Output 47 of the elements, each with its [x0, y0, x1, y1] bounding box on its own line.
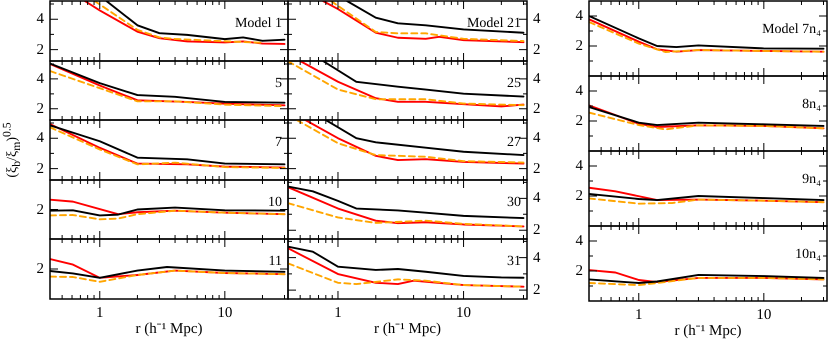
annotation: Model 21	[466, 16, 521, 31]
x-tick-label: 1	[333, 305, 343, 321]
y-tick-label: 2	[576, 113, 583, 129]
annotation: 8n₄	[802, 97, 821, 112]
y-tick-label: 2	[533, 100, 540, 117]
y-tick-label: 4	[36, 11, 44, 28]
annotation: Model 1	[234, 16, 282, 31]
y-tick-label: 2	[36, 42, 44, 58]
y-tick-label: 4	[533, 11, 540, 28]
y-tick-label: 4	[576, 8, 583, 24]
y-tick-label: 2	[533, 222, 540, 238]
x-tick-label: 10	[216, 305, 234, 321]
annotation: 7	[275, 135, 282, 150]
annotation: 10n₄	[795, 247, 821, 262]
y-tick-label: 4	[36, 130, 44, 146]
x-axis-title: r (h⁻¹ Mpc)	[674, 323, 742, 339]
y-tick-label: 2	[533, 42, 540, 58]
y-tick-label: 4	[576, 233, 583, 249]
annotation: 9n₄	[802, 172, 821, 187]
y-tick-label: 4	[533, 130, 540, 146]
x-tick-label: 10	[455, 305, 472, 321]
y-tick-label: 2	[576, 263, 583, 279]
y-tick-label: 2	[533, 282, 540, 298]
annotation: 31	[507, 254, 521, 269]
x-tick-label: 10	[755, 307, 772, 323]
x-tick-label: 1	[95, 305, 105, 321]
y-tick-label: 4	[576, 83, 583, 99]
annotation: 11	[268, 254, 282, 269]
y-tick-label: 2	[576, 188, 583, 204]
y-tick-label: 2	[36, 160, 44, 177]
annotation: Model 7n₄	[762, 22, 821, 37]
y-tick-label: 4	[533, 190, 540, 206]
annotation: 27	[507, 135, 521, 150]
y-tick-label: 4	[36, 70, 44, 87]
y-tick-label: 2	[36, 100, 44, 117]
x-axis-title: r (h⁻¹ Mpc)	[373, 321, 442, 337]
y-tick-label: 2	[533, 160, 540, 177]
y-tick-label: 4	[576, 158, 583, 174]
annotation: 10	[268, 195, 282, 210]
annotation: 5	[275, 76, 282, 91]
x-tick-label: 1	[634, 307, 644, 323]
y-tick-label: 4	[533, 70, 540, 87]
x-axis-title: r (h⁻¹ Mpc)	[134, 321, 204, 337]
annotation: 30	[507, 195, 521, 210]
y-tick-label: 2	[576, 38, 583, 54]
y-tick-label: 4	[533, 250, 540, 266]
annotation: 25	[507, 76, 521, 91]
